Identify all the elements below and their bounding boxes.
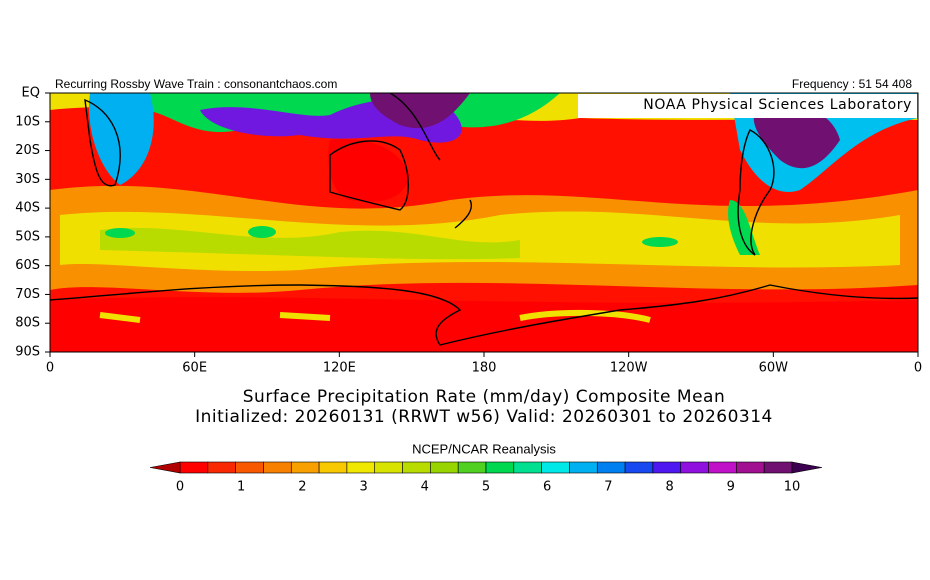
colorbar-tick-label: 9 <box>727 480 735 495</box>
colorbar-box <box>763 461 793 474</box>
colorbar-box <box>652 461 682 474</box>
colorbar-box <box>596 461 626 474</box>
lon-label: 180 <box>472 361 497 376</box>
colorbar-box <box>736 461 765 474</box>
colorbar-tick-label: 3 <box>359 480 367 495</box>
colorbar-under <box>149 461 181 474</box>
colorbar-box <box>457 461 487 474</box>
lat-label: 60S <box>15 258 40 273</box>
colorbar-box <box>263 461 292 474</box>
lon-label: 60W <box>759 361 789 376</box>
lon-label: 0 <box>914 361 922 376</box>
colorbar-tick-label: 8 <box>665 480 673 495</box>
lat-label: 50S <box>15 229 40 244</box>
colorbar-box <box>541 461 570 474</box>
lat-label: 90S <box>15 345 40 360</box>
colorbar-box <box>624 461 654 474</box>
colorbar-over <box>791 461 823 474</box>
coastlines <box>50 93 918 346</box>
title-line1: Surface Precipitation Rate (mm/day) Comp… <box>243 387 725 407</box>
colorbar-box <box>708 461 737 474</box>
lat-label: 10S <box>15 114 40 129</box>
colorbar-box <box>402 461 431 474</box>
source: NCEP/NCAR Reanalysis <box>412 441 556 456</box>
lat-label: 80S <box>15 316 40 331</box>
badge: NOAA Physical Sciences Laboratory <box>643 97 912 113</box>
lat-label: 20S <box>15 143 40 158</box>
lat-label: 40S <box>15 201 40 216</box>
title-line2: Initialized: 20260131 (RRWT w56) Valid: … <box>195 407 773 427</box>
colorbar-box <box>374 461 403 474</box>
colorbar-tick-label: 2 <box>298 480 306 495</box>
colorbar-tick-label: 5 <box>482 480 490 495</box>
colorbar-tick-label: 6 <box>543 480 551 495</box>
colorbar-box <box>207 461 236 474</box>
header-right: Frequency : 51 54 408 <box>792 77 912 91</box>
lon-label: 60E <box>182 361 207 376</box>
colorbar-box <box>179 461 209 474</box>
colorbar-box <box>485 461 515 474</box>
colorbar-box <box>430 461 459 474</box>
colorbar-box <box>569 461 598 474</box>
lon-label: 120E <box>323 361 356 376</box>
lon-label: 120W <box>610 361 648 376</box>
colorbar-box <box>680 461 709 474</box>
colorbar-box <box>318 461 348 474</box>
lat-label: 30S <box>15 172 40 187</box>
colorbar-tick-label: 10 <box>784 480 801 495</box>
colorbar-box <box>290 461 320 474</box>
colorbar-tick-label: 1 <box>237 480 245 495</box>
colorbar-tick-label: 4 <box>421 480 429 495</box>
colorbar-box <box>513 461 542 474</box>
precip-field <box>50 93 918 352</box>
lon-label: 0 <box>46 361 54 376</box>
lat-label: 70S <box>15 287 40 302</box>
header-left: Recurring Rossby Wave Train : consonantc… <box>55 77 337 91</box>
lat-label: EQ <box>22 86 40 101</box>
badge-box <box>578 94 917 118</box>
colorbar-tick-label: 7 <box>604 480 612 495</box>
colorbar-tick-label: 0 <box>176 480 184 495</box>
colorbar-box <box>235 461 264 474</box>
colorbar-box <box>346 461 376 474</box>
